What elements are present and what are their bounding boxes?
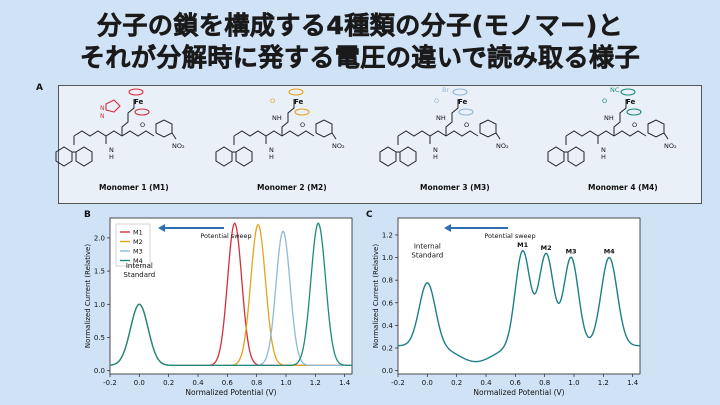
chart-c-y-tick-label: 0.0	[382, 367, 393, 375]
chart-b-sweep-arrowhead	[158, 224, 165, 232]
chart-b-legend-label-M3: M3	[133, 248, 143, 256]
chart-b-x-tick-label: 1.2	[310, 379, 321, 387]
panel-a-monomers	[58, 85, 702, 204]
chart-b-y-tick-label: 1.0	[94, 301, 105, 309]
chart-b-y-tick-label: 0.5	[94, 334, 105, 342]
chart-c-peak-label-M2: M2	[541, 244, 552, 252]
chart-b-y-tick-label: 2.0	[94, 234, 105, 242]
chart-c-x-tick-label: 1.2	[598, 379, 609, 387]
chart-c-peak-label-M4: M4	[604, 248, 615, 256]
chart-c-peak-label-M3: M3	[566, 248, 577, 256]
title-line-2: それが分解時に発する電圧の違いで読み取る様子	[79, 43, 641, 73]
chart-b-x-tick-label: 1.0	[280, 379, 291, 387]
chart-c: -0.2 0.0 0.2 0.4 0.6 0.8 1.0 1.2 1.4 0.0 0.2 0.4 0.6…	[372, 217, 641, 397]
monomer-4-name: Monomer 4 (M4)	[588, 183, 658, 192]
chart-c-y-tick-label: 0.4	[382, 322, 394, 330]
chart-c-standard-label-1: Internal	[414, 243, 441, 251]
chart-b-x-tick-label: 0.0	[134, 379, 145, 387]
chart-b-x-tick-label: 0.6	[222, 379, 234, 387]
chart-b-x-axis-label: Normalized Potential (V)	[185, 388, 276, 397]
chart-b-standard-label-2: Standard	[123, 271, 155, 279]
chart-b-x-tick-label: -0.2	[103, 379, 117, 387]
chart-b-y-tick-label: 1.5	[94, 268, 105, 276]
panel-a-label: A	[36, 83, 43, 93]
chart-c-y-tick-label: 0.2	[382, 345, 393, 353]
monomer-1-name: Monomer 1 (M1)	[99, 183, 169, 192]
chart-b-series-M4	[109, 222, 353, 367]
monomer-3-name: Monomer 3 (M3)	[420, 183, 490, 192]
chart-c-x-tick-label: 0.0	[422, 379, 433, 387]
chart-b-y-tick-label: 0.0	[94, 367, 105, 375]
panel-b-label: B	[84, 210, 91, 220]
chart-b-legend-label-M1: M1	[133, 229, 143, 237]
chart-c-standard-label-2: Standard	[411, 252, 443, 260]
title-line-1: 分子の鎖を構成する4種類の分子(モノマー)と	[96, 11, 624, 41]
chart-c-y-axis-label: Normalized Current (Relative)	[372, 244, 380, 348]
chart-c-sweep-arrowhead	[444, 224, 451, 232]
chart-b-x-tick-label: 0.8	[251, 379, 262, 387]
chart-c-series	[397, 249, 641, 363]
chart-c-y-tick-label: 1.2	[382, 231, 393, 239]
chart-c-x-tick-label: 1.0	[568, 379, 579, 387]
chart-b-legend-label-M2: M2	[133, 238, 143, 246]
chart-b-x-tick-label: 0.2	[163, 379, 174, 387]
chart-b-legend	[115, 223, 151, 267]
chart-b: -0.2 0.0 0.2 0.4 0.6 0.8 1.0 1.2 1.4 0.0 0.5 1.0 1.5…	[84, 217, 353, 397]
panel-c-label: C	[366, 210, 373, 220]
chart-c-sweep-label: Potential sweep	[484, 232, 535, 240]
chart-c-y-tick-label: 1.0	[382, 254, 393, 262]
chart-c-y-tick-label: 0.6	[382, 299, 394, 307]
chart-b-y-axis-label: Normalized Current (Relative)	[84, 244, 92, 348]
chart-b-x-tick-label: 0.4	[192, 379, 204, 387]
chart-b-x-tick-label: 1.4	[339, 379, 351, 387]
chart-c-plot-area	[397, 217, 641, 375]
chart-c-x-tick-label: 0.6	[510, 379, 522, 387]
chart-c-y-tick-label: 0.8	[382, 277, 393, 285]
chart-c-x-tick-label: -0.2	[391, 379, 405, 387]
chart-b-plot-area	[109, 217, 353, 375]
chart-c-x-tick-label: 0.8	[539, 379, 550, 387]
chart-c-x-tick-label: 1.4	[627, 379, 639, 387]
chart-c-x-tick-label: 0.2	[451, 379, 462, 387]
chart-b-sweep-label: Potential sweep	[200, 232, 251, 240]
chart-b-legend-label-M4: M4	[133, 257, 143, 265]
monomer-2-name: Monomer 2 (M2)	[257, 183, 327, 192]
chart-c-peak-label-M1: M1	[517, 241, 528, 249]
chart-c-x-axis-label: Normalized Potential (V)	[473, 388, 564, 397]
chart-b-standard-label-1: Internal	[126, 262, 153, 270]
chart-c-x-tick-label: 0.4	[480, 379, 492, 387]
